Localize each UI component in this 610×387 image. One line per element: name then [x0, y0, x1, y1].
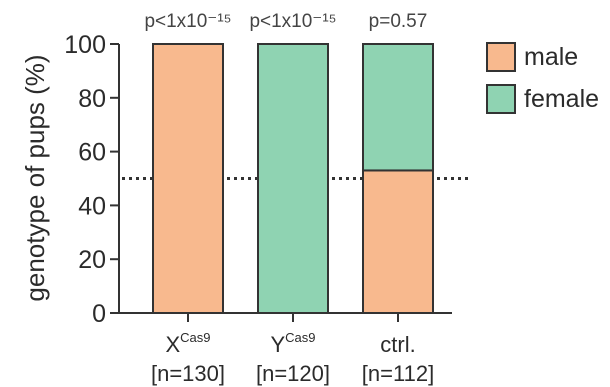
y-tick-label: 60 [78, 139, 106, 167]
category-n-label: [n=130] [151, 361, 225, 386]
legend-label-male: male [524, 43, 578, 71]
category-name: Y [270, 332, 285, 357]
p-value-label: p=0.57 [369, 11, 428, 32]
category-n-label: [n=112] [362, 361, 434, 386]
bar-male-2 [362, 169, 434, 314]
legend-swatch-male [486, 42, 516, 72]
legend-label-female: female [524, 85, 599, 113]
p-values: p<1x10⁻¹⁵ p<1x10⁻¹⁵ p=0.57 [144, 11, 427, 32]
category-superscript: Cas9 [180, 330, 210, 345]
bars [152, 43, 434, 314]
x-axis: XCas9[n=130]YCas9[n=120]ctrl.[n=112] [119, 312, 452, 386]
y-tick-label: 100 [64, 31, 106, 59]
bar-male-0 [152, 43, 224, 314]
legend-swatch-female [486, 84, 516, 114]
category-label: YCas9 [270, 330, 315, 357]
category-label: ctrl. [380, 332, 415, 357]
y-tick-label: 80 [78, 85, 106, 113]
y-axis-label: genotype of pups (%) [20, 54, 50, 301]
y-tick-label: 20 [78, 246, 106, 274]
bar-female-2 [362, 43, 434, 172]
y-axis: 0 20 40 60 80 100 [64, 31, 120, 328]
legend: male female [486, 42, 599, 114]
y-tick-label: 40 [78, 192, 106, 220]
category-superscript: Cas9 [285, 330, 315, 345]
category-name: ctrl. [380, 332, 415, 357]
y-tick-label: 0 [92, 300, 106, 328]
category-label: XCas9 [165, 330, 210, 357]
category-n-label: [n=120] [256, 361, 330, 386]
p-value-label: p<1x10⁻¹⁵ [249, 11, 336, 32]
p-value-label: p<1x10⁻¹⁵ [144, 11, 231, 32]
bar-female-1 [257, 43, 329, 314]
category-name: X [165, 332, 180, 357]
